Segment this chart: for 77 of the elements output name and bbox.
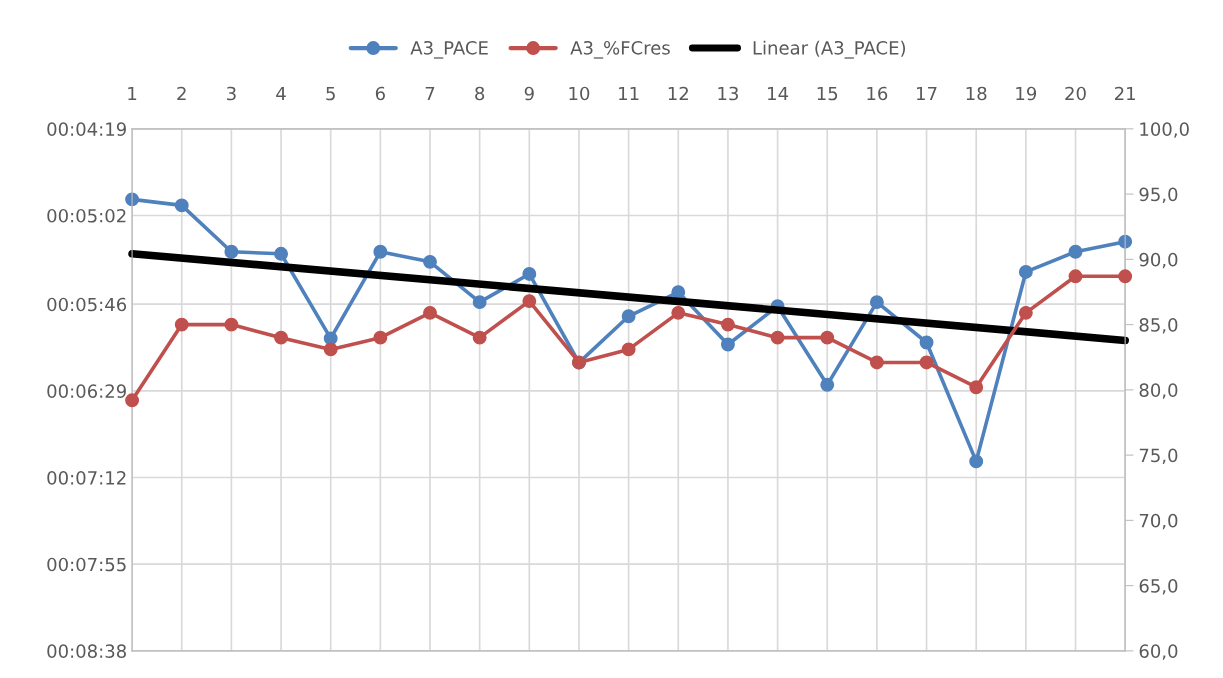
point: [274, 246, 288, 261]
point: [621, 309, 636, 324]
y-tick-label: 00:06:29: [47, 384, 126, 398]
x-tick-label: 15: [817, 86, 838, 101]
point: [472, 295, 487, 310]
point: [770, 330, 785, 345]
y-tick-label: 00:07:12: [47, 470, 126, 485]
x-tick-label: 2: [177, 86, 186, 101]
point: [274, 330, 288, 345]
point: [820, 377, 835, 392]
point: [869, 355, 884, 370]
point: [621, 342, 636, 357]
x-tick-label: 16: [867, 86, 888, 101]
x-tick-label: 1: [128, 86, 137, 101]
point: [671, 305, 686, 320]
y2-tick-label: 80,0: [1139, 383, 1178, 399]
x-tick-label: 13: [718, 86, 738, 101]
legend-label: Linear (A3_PACE): [753, 40, 906, 59]
point: [224, 317, 239, 332]
point: [323, 342, 338, 357]
point: [869, 295, 884, 310]
y2-tick-label: 60,0: [1139, 644, 1178, 660]
point: [969, 380, 984, 395]
legend-label: A3_PACE: [410, 40, 488, 59]
point: [174, 317, 189, 332]
y-tick-label: 00:05:46: [47, 297, 127, 312]
point: [373, 244, 388, 259]
point: [1068, 244, 1083, 259]
point: [1118, 234, 1133, 249]
point: [174, 198, 189, 213]
x-tick-label: 20: [1065, 86, 1086, 101]
point: [423, 305, 437, 320]
point: [423, 254, 437, 269]
point: [919, 335, 934, 350]
y-tick-label: 00:04:19: [47, 122, 126, 136]
x-tick-label: 7: [425, 86, 435, 101]
legend-label: A3_%FCres: [570, 40, 670, 59]
point: [1018, 264, 1033, 279]
x-tick-label: 11: [619, 86, 639, 101]
x-tick-label: 21: [1115, 86, 1135, 101]
point: [522, 267, 537, 281]
x-tick-label: 9: [524, 86, 534, 101]
x-tick-label: 12: [668, 86, 688, 101]
point: [820, 330, 835, 345]
point: [1018, 305, 1033, 320]
point: [224, 244, 239, 259]
point: [969, 454, 984, 469]
y-tick-label: 00:08:38: [47, 644, 126, 658]
point: [919, 355, 934, 370]
x-tick-label: 3: [227, 86, 236, 101]
x-tick-label: 17: [917, 86, 937, 101]
x-tick-label: 8: [475, 86, 485, 101]
x-tick-label: 4: [276, 86, 286, 101]
x-tick-label: 6: [375, 86, 385, 101]
point: [720, 317, 735, 332]
point: [472, 330, 487, 345]
point: [1118, 269, 1133, 284]
y2-tick-label: 100,0: [1140, 122, 1189, 138]
point: [522, 294, 537, 309]
x-tick-label: 18: [966, 86, 987, 101]
y2-tick-label: 65,0: [1139, 579, 1178, 595]
y2-tick-label: 95,0: [1139, 187, 1178, 204]
point: [720, 337, 735, 352]
y2-tick-label: 75,0: [1139, 448, 1178, 465]
x-tick-label: 5: [326, 86, 335, 101]
point: [671, 285, 686, 300]
y-tick-label: 00:07:55: [47, 557, 126, 572]
y2-tick-label: 85,0: [1139, 318, 1178, 334]
x-tick-label: 14: [768, 86, 789, 101]
y2-tick-label: 70,0: [1139, 513, 1178, 530]
x-tick-label: 19: [1016, 86, 1037, 101]
y2-tick-label: 90,0: [1139, 252, 1178, 269]
point: [125, 393, 140, 408]
x-tick-label: 10: [569, 86, 590, 101]
point: [1068, 269, 1083, 284]
point: [373, 330, 388, 345]
y-tick-label: 00:05:02: [47, 208, 126, 223]
